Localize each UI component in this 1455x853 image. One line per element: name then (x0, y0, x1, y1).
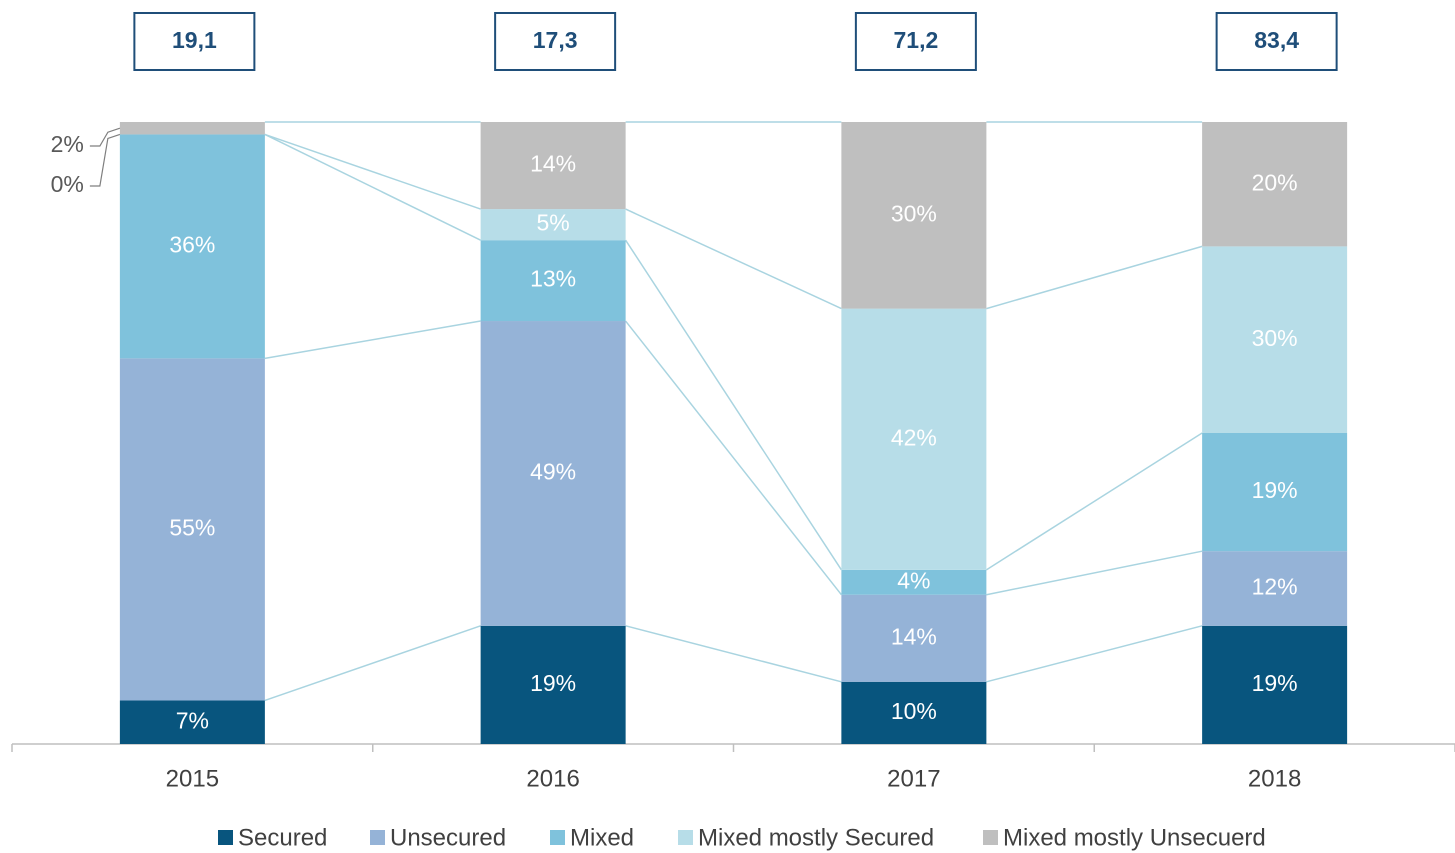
total-label: 17,3 (533, 27, 578, 53)
value-label: 20% (1252, 169, 1298, 195)
bar-segment (480, 209, 626, 241)
bar-segment (1202, 246, 1348, 433)
bar-segment (841, 569, 987, 595)
legend-swatch (370, 830, 385, 845)
bar-segment (480, 240, 626, 322)
value-label: 13% (530, 266, 576, 292)
value-label: 42% (891, 424, 937, 450)
x-tick-label: 2018 (1248, 765, 1301, 792)
x-tick-label: 2016 (526, 765, 579, 792)
bar-segment (1202, 625, 1348, 744)
connector (264, 133, 481, 241)
total-label: 71,2 (893, 27, 938, 53)
value-label: 2% (51, 131, 84, 157)
value-label: 19% (1252, 477, 1298, 503)
leader-line (89, 127, 121, 147)
bar-segment (480, 321, 626, 626)
connector (986, 245, 1203, 310)
value-label: 5% (537, 210, 570, 236)
bar-segment (119, 122, 265, 135)
connector (264, 625, 481, 702)
connector (986, 550, 1203, 596)
connector (264, 320, 481, 360)
legend-swatch (983, 830, 998, 845)
bar-segment (841, 308, 987, 570)
total-label: 19,1 (172, 27, 217, 53)
bar-segment (480, 625, 626, 744)
value-label: 14% (530, 151, 576, 177)
bar-segment (841, 122, 987, 309)
value-label: 7% (176, 707, 209, 733)
legend-swatch (678, 830, 693, 845)
legend-label: Unsecured (390, 824, 506, 851)
total-box (1215, 12, 1338, 71)
connector (625, 320, 842, 596)
x-tick-label: 2017 (887, 765, 940, 792)
legend-label: Secured (238, 824, 327, 851)
value-label: 19% (530, 670, 576, 696)
legend-label: Mixed mostly Secured (698, 824, 934, 851)
value-label: 14% (891, 623, 937, 649)
value-label: 30% (891, 200, 937, 226)
value-label: 10% (891, 698, 937, 724)
x-tick-label: 2015 (166, 765, 219, 792)
value-label: 30% (1252, 325, 1298, 351)
bar-segment (841, 681, 987, 744)
value-label: 0% (51, 171, 84, 197)
connector (625, 208, 842, 310)
total-box (494, 12, 617, 71)
bar-segment (1202, 122, 1348, 247)
connector (264, 133, 481, 210)
connector (625, 625, 842, 683)
connector (624, 239, 843, 571)
value-label: 12% (1252, 574, 1298, 600)
bar-segment (841, 594, 987, 682)
bar-segment (119, 134, 265, 359)
bar-segment (480, 122, 626, 210)
value-label: 55% (169, 514, 215, 540)
legend-swatch (218, 830, 233, 845)
bar-segment (1202, 433, 1348, 552)
legend-label: Mixed mostly Unsecuerd (1003, 824, 1266, 851)
bar-segment (119, 700, 265, 744)
leader-line (89, 133, 121, 187)
bar-segment (1202, 551, 1348, 626)
connector (985, 432, 1203, 571)
value-label: 4% (897, 567, 930, 593)
value-label: 19% (1252, 670, 1298, 696)
total-label: 83,4 (1254, 27, 1299, 53)
legend-label: Mixed (570, 824, 634, 851)
legend-swatch (550, 830, 565, 845)
total-box (133, 12, 256, 71)
value-label: 49% (530, 459, 576, 485)
total-box (854, 12, 977, 71)
value-label: 36% (169, 231, 215, 257)
connector (986, 625, 1203, 683)
bar-segment (119, 358, 265, 701)
